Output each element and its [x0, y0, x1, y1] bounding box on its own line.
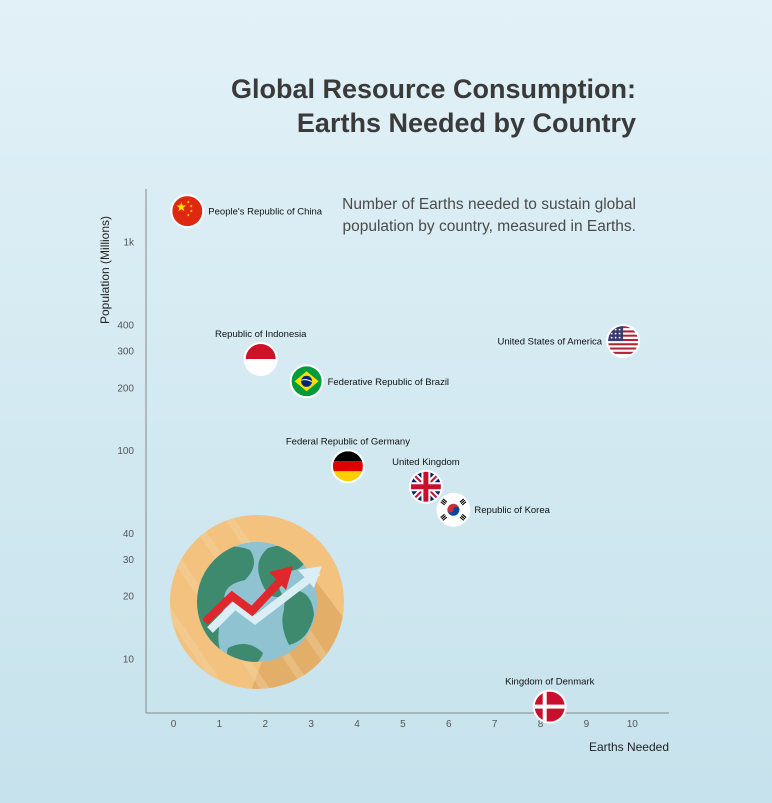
y-tick-label: 100: [117, 446, 134, 457]
x-ticks: 0 1 2 3 4 5 6 7 8 9 10: [171, 719, 639, 730]
indonesia-flag: [245, 344, 276, 374]
data-point: Federal Republic of Germany: [286, 436, 410, 484]
point-label: Republic of Indonesia: [215, 329, 307, 340]
y-tick-label: 1k: [123, 238, 135, 249]
denmark-flag: [534, 691, 565, 722]
y-tick-label: 200: [117, 383, 134, 394]
point-label: People's Republic of China: [208, 207, 322, 218]
point-label: Federative Republic of Brazil: [328, 377, 449, 388]
x-tick-label: 9: [584, 719, 590, 730]
china-flag: [172, 196, 203, 227]
x-tick-label: 6: [446, 719, 452, 730]
globe-illustration: [170, 515, 344, 689]
x-tick-label: 5: [400, 719, 406, 730]
y-tick-label: 20: [123, 592, 135, 603]
point-label: United Kingdom: [392, 457, 460, 468]
y-tick-label: 300: [117, 347, 134, 358]
data-points: People's Republic of China Republic of In…: [170, 194, 641, 724]
korea-flag: [438, 494, 469, 525]
data-point: United Kingdom: [392, 457, 460, 504]
chart-title: Global Resource Consumption: Earths Need…: [230, 74, 636, 138]
y-ticks: 10 20 30 40 100 200 300 400 1k: [117, 238, 135, 666]
data-point: Kingdom of Denmark: [505, 677, 595, 724]
data-point: United States of America: [498, 324, 641, 359]
x-tick-label: 3: [308, 719, 314, 730]
brazil-flag: [291, 366, 322, 397]
x-tick-label: 10: [627, 719, 639, 730]
uk-flag: [410, 471, 441, 502]
germany-flag: [332, 451, 363, 482]
x-axis-title: Earths Needed: [589, 740, 669, 754]
data-point: Federative Republic of Brazil: [289, 364, 449, 399]
x-tick-label: 4: [354, 719, 360, 730]
data-point: Republic of Indonesia: [215, 329, 307, 376]
y-tick-label: 40: [123, 529, 135, 540]
x-tick-label: 7: [492, 719, 498, 730]
point-label: Federal Republic of Germany: [286, 436, 410, 447]
point-label: Kingdom of Denmark: [505, 677, 594, 688]
point-label: Republic of Korea: [474, 505, 550, 516]
point-label: United States of America: [498, 337, 603, 348]
usa-flag: [608, 326, 639, 357]
x-tick-label: 1: [217, 719, 223, 730]
data-point: People's Republic of China: [170, 194, 323, 229]
x-tick-label: 0: [171, 719, 177, 730]
chart-subtitle: Number of Earths needed to sustain globa…: [342, 196, 636, 235]
y-axis-title: Population (Millions): [98, 216, 112, 324]
y-tick-label: 400: [117, 321, 134, 332]
x-tick-label: 8: [538, 719, 544, 730]
x-tick-label: 2: [262, 719, 268, 730]
data-point: Republic of Korea: [436, 492, 551, 527]
y-tick-label: 30: [123, 555, 135, 566]
y-tick-label: 10: [123, 654, 135, 665]
